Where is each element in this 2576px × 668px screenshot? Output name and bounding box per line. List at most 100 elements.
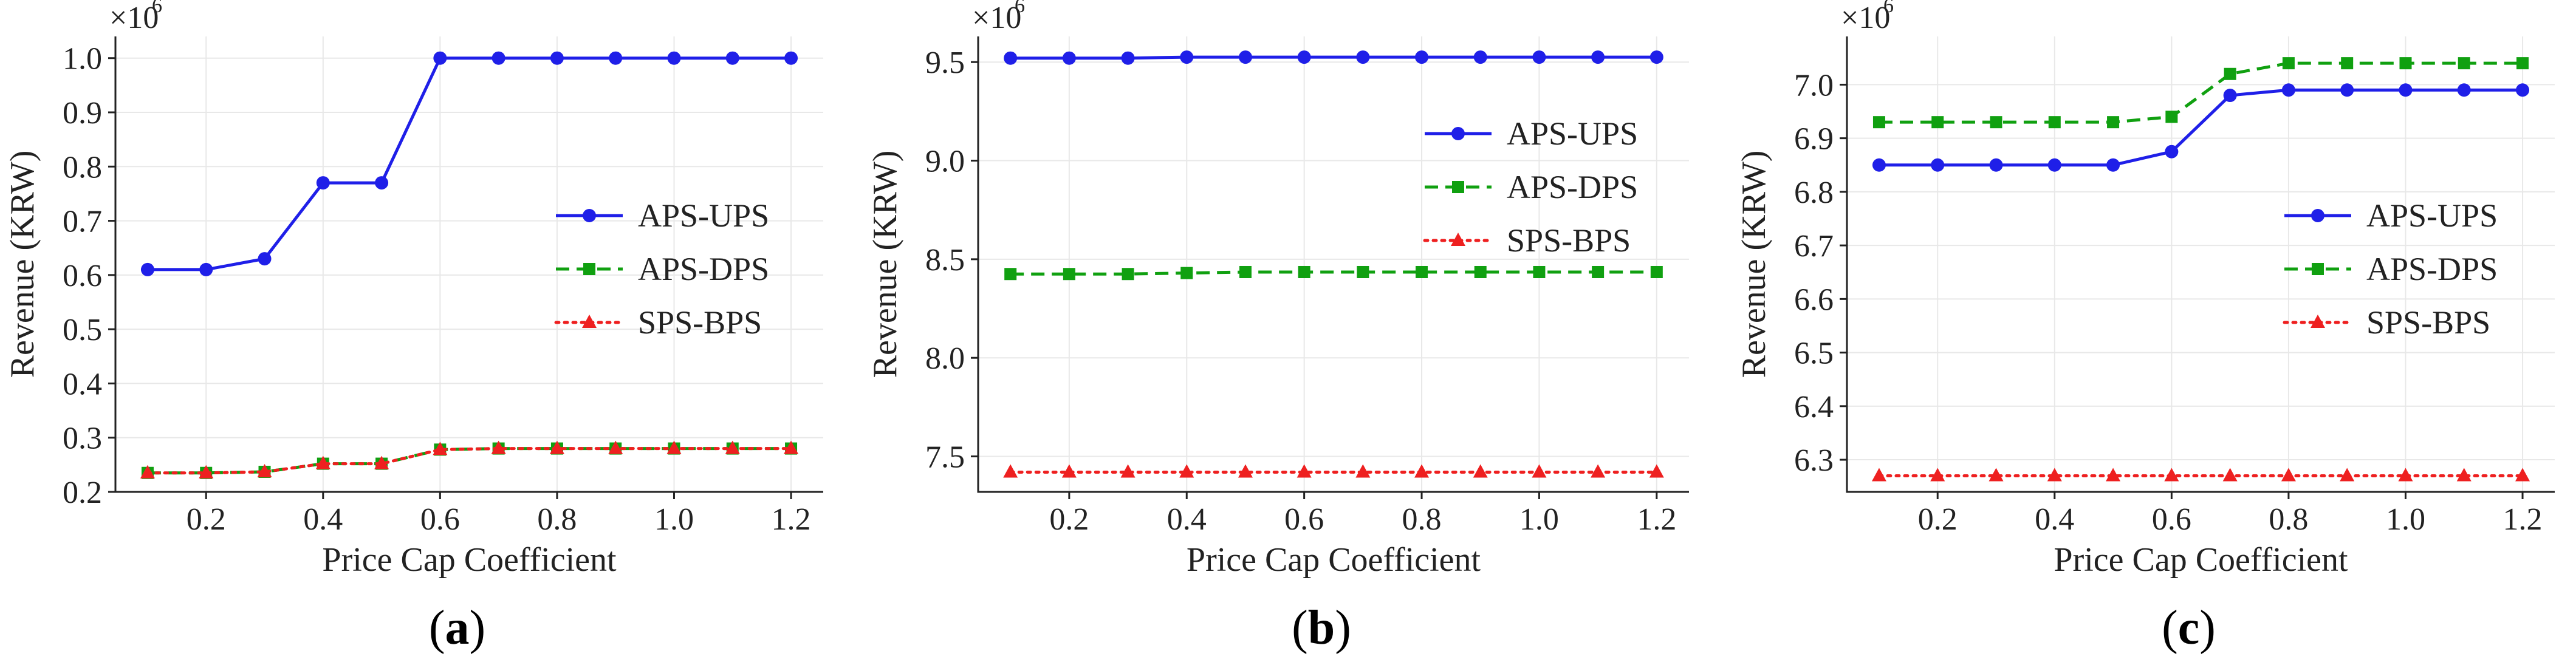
data-point — [2164, 468, 2179, 482]
y-scale-exponent: 6 — [1015, 0, 1025, 17]
data-point — [1473, 464, 1488, 478]
legend: APS-UPS APS-DPS SPS-BPS — [554, 197, 769, 341]
y-tick-label: 8.0 — [925, 341, 965, 376]
data-point — [1355, 464, 1371, 478]
x-tick-label: 0.8 — [1402, 502, 1442, 537]
data-point — [667, 51, 681, 65]
chart-panel-a: 0.2 0.4 0.6 0.8 1.0 1.2 0.2 0.3 0.4 0.5 0.6 0.7 0.8 0… — [4, 0, 823, 655]
x-tick-label: 0.8 — [2269, 502, 2308, 537]
data-point — [492, 51, 505, 65]
data-point — [2047, 158, 2061, 172]
series-line — [1010, 55, 1657, 60]
data-point — [1416, 265, 1428, 278]
data-point — [725, 51, 739, 65]
y-axis-title: Revenue (KRW) — [1735, 151, 1773, 378]
x-tick-label: 0.2 — [187, 502, 226, 537]
data-point — [1989, 158, 2003, 172]
series-line — [1879, 88, 2523, 167]
data-point — [1591, 464, 1606, 478]
y-tick-label: 6.3 — [1794, 443, 1834, 478]
y-scale-label: ×10 — [972, 1, 1021, 35]
data-point — [375, 176, 389, 190]
data-point — [258, 252, 272, 266]
series-line — [1879, 61, 2523, 124]
data-point — [2224, 67, 2236, 80]
data-point — [1180, 50, 1194, 64]
y-tick-label: 9.5 — [925, 46, 965, 80]
data-point — [1297, 464, 1312, 478]
data-point — [1533, 265, 1546, 278]
y-scale-label: ×10 — [1841, 1, 1890, 35]
panel-label: (b) — [1292, 601, 1351, 655]
data-point — [1989, 468, 2004, 482]
data-point — [2340, 83, 2354, 97]
series-aps-ups — [1004, 50, 1663, 65]
data-point — [784, 51, 798, 65]
y-scale-exponent: 6 — [152, 0, 162, 17]
legend-label: APS-DPS — [2366, 251, 2498, 287]
chart-panel-c: 0.2 0.4 0.6 0.8 1.0 1.2 6.3 6.4 6.5 6.6 6.7 6.8 6.9 7… — [1735, 0, 2555, 655]
data-point — [1297, 50, 1311, 64]
data-point — [2282, 57, 2295, 70]
x-tick-label: 0.6 — [1284, 502, 1324, 537]
series-aps-ups — [1872, 83, 2530, 172]
legend-label: APS-UPS — [1507, 115, 1638, 152]
y-scale-exponent: 6 — [1883, 0, 1894, 17]
series-sps-bps — [140, 440, 799, 479]
chart-panel-b: 0.2 0.4 0.6 0.8 1.0 1.2 7.5 8.0 8.5 9.0 9.5×106 Pri… — [866, 0, 1689, 655]
y-tick-label: 6.7 — [1794, 229, 1834, 264]
data-point — [199, 465, 214, 479]
data-point — [1931, 116, 1944, 129]
y-tick-label: 6.4 — [1794, 390, 1834, 424]
x-tick-label: 0.4 — [303, 502, 343, 537]
data-point — [1872, 116, 1885, 129]
data-point — [1649, 464, 1664, 478]
legend-label: SPS-BPS — [1507, 222, 1631, 259]
x-axis-title: Price Cap Coefficient — [322, 541, 617, 579]
data-point — [1003, 464, 1018, 478]
data-point — [2341, 57, 2354, 70]
data-point — [2399, 83, 2413, 97]
data-point — [1357, 265, 1369, 278]
data-point — [199, 262, 213, 276]
y-tick-label: 0.5 — [63, 313, 102, 347]
data-point — [2223, 89, 2237, 103]
x-axis-title: Price Cap Coefficient — [1187, 541, 1481, 579]
y-tick-label: 0.4 — [63, 367, 102, 401]
series-aps-ups — [140, 51, 798, 276]
y-scale-label: ×10 — [109, 1, 159, 35]
data-point — [1474, 265, 1487, 278]
legend-marker — [583, 209, 596, 222]
data-point — [140, 465, 155, 479]
legend-marker — [2311, 209, 2324, 222]
legend-marker — [2312, 263, 2324, 275]
data-point — [2516, 83, 2530, 97]
data-point — [608, 440, 623, 454]
data-point — [1649, 50, 1663, 64]
data-point — [2281, 83, 2295, 97]
data-point — [1415, 50, 1429, 64]
data-point — [1592, 265, 1605, 278]
y-tick-label: 8.5 — [925, 243, 965, 278]
series-line — [146, 447, 793, 475]
data-point — [2048, 116, 2061, 129]
legend-label: APS-DPS — [638, 251, 769, 287]
data-point — [140, 262, 154, 276]
data-point — [2516, 57, 2529, 70]
series-aps-dps — [1872, 57, 2529, 129]
data-point — [549, 440, 564, 454]
y-tick-label: 7.5 — [925, 440, 965, 475]
panel-label: (a) — [429, 601, 485, 655]
legend-label: APS-UPS — [638, 197, 769, 234]
legend-label: SPS-BPS — [2366, 304, 2490, 341]
data-point — [1122, 268, 1134, 281]
series-sps-bps — [1003, 464, 1664, 478]
data-point — [1356, 50, 1370, 64]
data-point — [257, 463, 272, 477]
data-point — [1061, 464, 1077, 478]
data-point — [2398, 468, 2413, 482]
data-point — [1239, 265, 1252, 278]
data-point — [1931, 158, 1945, 172]
legend-label: SPS-BPS — [638, 304, 762, 341]
